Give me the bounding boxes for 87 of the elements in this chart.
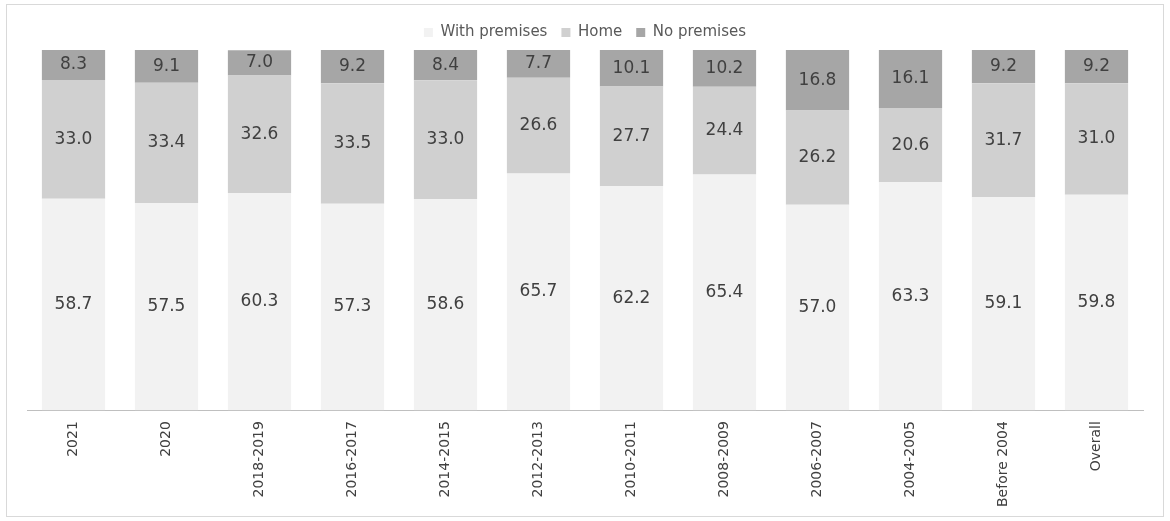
data-label: 31.7	[984, 128, 1023, 149]
data-label: 57.3	[333, 295, 372, 316]
data-label: 58.6	[426, 293, 465, 314]
bar	[971, 83, 1036, 198]
bar	[134, 82, 199, 204]
data-label: 20.6	[891, 133, 930, 154]
legend-label: Home	[577, 22, 623, 41]
x-tick-label: 2020	[157, 421, 174, 457]
bar	[878, 50, 943, 108]
bar	[506, 50, 571, 78]
bar	[41, 79, 106, 199]
x-tick-label: 2004-2005	[901, 421, 918, 498]
data-label: 65.7	[519, 280, 558, 301]
bar	[785, 110, 850, 205]
bar	[599, 186, 664, 411]
data-label: 10.2	[705, 56, 744, 77]
bar	[413, 50, 478, 81]
bar	[1064, 50, 1129, 84]
data-label: 8.3	[59, 53, 88, 74]
bar	[320, 83, 385, 204]
bar	[227, 50, 292, 76]
bar	[785, 50, 850, 111]
x-tick-label: 2018-2019	[250, 421, 267, 498]
bar	[692, 50, 757, 87]
x-tick-label: 2006-2007	[808, 421, 825, 498]
bar	[971, 50, 1036, 84]
bar	[227, 75, 292, 193]
bar	[320, 50, 385, 84]
data-label: 16.8	[798, 68, 837, 89]
data-label: 63.3	[891, 284, 930, 305]
data-label: 7.7	[524, 52, 553, 73]
data-label: 27.7	[612, 124, 651, 145]
legend-label: No premises	[652, 22, 747, 41]
bar	[506, 173, 571, 411]
bar	[878, 107, 943, 183]
data-label: 60.3	[240, 289, 279, 310]
x-tick-label: 2010-2011	[622, 421, 639, 498]
x-tick-label: 2014-2015	[436, 421, 453, 498]
data-label: 8.4	[431, 53, 460, 74]
data-label: 58.7	[54, 292, 93, 313]
bar	[506, 77, 571, 174]
data-label: 16.1	[891, 67, 930, 88]
data-label: 9.2	[338, 54, 367, 75]
bar	[692, 174, 757, 411]
data-label: 59.8	[1077, 290, 1116, 311]
x-tick-label: 2021	[64, 421, 81, 457]
bar	[320, 203, 385, 411]
bar	[134, 203, 199, 411]
x-tick-label: 2016-2017	[343, 421, 360, 498]
x-tick-label: 2008-2009	[715, 421, 732, 498]
data-label: 24.4	[705, 119, 744, 140]
data-label: 57.0	[798, 295, 837, 316]
bar	[692, 86, 757, 175]
data-label: 33.0	[54, 127, 93, 148]
data-label: 26.6	[519, 114, 558, 135]
bar	[134, 50, 199, 83]
data-label: 7.0	[245, 51, 274, 72]
data-label: 10.1	[612, 56, 651, 77]
data-label: 62.2	[612, 286, 651, 307]
bar	[227, 192, 292, 411]
bar	[41, 198, 106, 411]
bar	[599, 86, 664, 187]
bar	[785, 204, 850, 411]
x-tick-label: Before 2004	[994, 421, 1011, 508]
bar	[1064, 83, 1129, 195]
data-label: 9.1	[152, 54, 181, 75]
data-label: 59.1	[984, 292, 1023, 313]
bar	[413, 199, 478, 411]
legend-label: With premises	[440, 22, 548, 41]
data-label: 33.0	[426, 128, 465, 149]
x-tick-label: Overall	[1087, 421, 1104, 472]
data-label: 65.4	[705, 280, 744, 301]
bar	[878, 182, 943, 411]
bar	[413, 80, 478, 200]
bar	[599, 50, 664, 87]
data-label: 32.6	[240, 122, 279, 143]
data-label: 26.2	[798, 146, 837, 167]
bar	[41, 50, 106, 80]
data-label: 57.5	[147, 295, 186, 316]
data-label: 9.2	[989, 54, 1018, 75]
data-label: 9.2	[1082, 54, 1111, 75]
x-tick-label: 2012-2013	[529, 421, 546, 498]
data-label: 33.4	[147, 131, 186, 152]
bar	[971, 197, 1036, 411]
bar	[1064, 194, 1129, 411]
data-label: 31.0	[1077, 127, 1116, 148]
data-label: 33.5	[333, 131, 372, 152]
